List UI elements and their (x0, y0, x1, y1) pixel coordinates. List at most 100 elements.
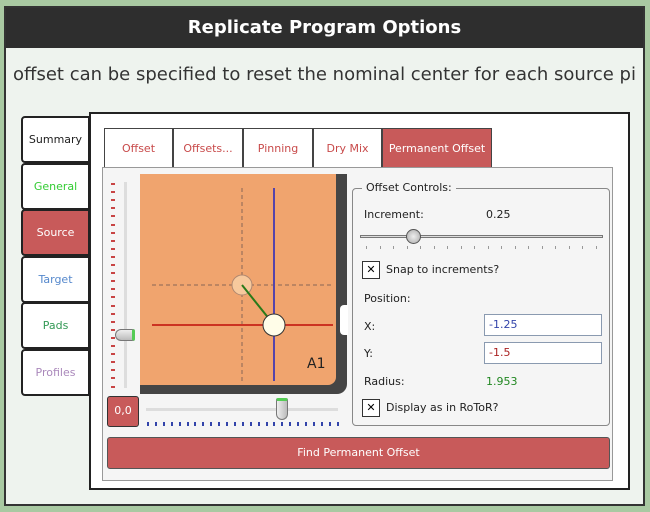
slider-tick (111, 223, 115, 226)
increment-value: 0.25 (486, 208, 511, 221)
x-label: X: (364, 320, 376, 333)
vertical-slider-thumb[interactable] (115, 329, 135, 341)
offset-controls-group (352, 188, 610, 426)
increment-label: Increment: (364, 208, 424, 221)
side-tab-profiles[interactable]: Profiles (21, 348, 90, 396)
slider-tick (111, 183, 115, 185)
slider-tick (111, 191, 115, 194)
side-tab-pads[interactable]: Pads (21, 302, 90, 349)
slider-tick (111, 312, 115, 315)
slider-tick (241, 422, 244, 426)
rotor-label: Display as in RoToR? (386, 401, 499, 414)
slider-tick (249, 422, 252, 426)
slider-tick (111, 385, 115, 388)
slider-tick (111, 288, 115, 291)
y-label: Y: (364, 347, 373, 360)
horizontal-slider-thumb[interactable] (276, 398, 288, 420)
slider-tick (210, 422, 213, 426)
slider-tick (474, 246, 475, 249)
slider-tick (328, 422, 331, 426)
tab-offsets[interactable]: Offsets... (173, 128, 243, 168)
slider-tick (379, 246, 381, 249)
slider-tick (460, 246, 462, 249)
slider-tick (420, 246, 421, 249)
slider-tick (226, 422, 228, 426)
slider-tick (186, 422, 189, 426)
radius-label: Radius: (364, 375, 405, 388)
window-title: Replicate Program Options (6, 8, 643, 48)
y-input[interactable]: -1.5 (484, 342, 602, 364)
slider-tick (111, 336, 115, 339)
slider-tick (154, 422, 157, 426)
slider-tick (194, 422, 197, 426)
horizontal-slider-track[interactable] (146, 408, 338, 411)
slider-tick (393, 246, 394, 249)
slider-tick (202, 422, 205, 426)
slider-tick (233, 422, 236, 426)
x-input[interactable]: -1.25 (484, 314, 602, 336)
tab-dry-mix[interactable]: Dry Mix (313, 128, 382, 168)
slider-tick (111, 272, 115, 275)
slider-tick (312, 422, 315, 426)
slider-tick (582, 246, 583, 249)
slider-tick (320, 422, 323, 426)
slider-tick (111, 207, 115, 210)
slider-tick (336, 422, 339, 426)
slider-tick (111, 247, 115, 250)
radius-value: 1.953 (486, 375, 518, 388)
slider-tick (501, 246, 502, 249)
slider-tick (281, 422, 284, 426)
slider-tick (366, 246, 367, 249)
tab-pinning[interactable]: Pinning (243, 128, 313, 168)
tab-offset[interactable]: Offset (104, 128, 173, 168)
well-label: A1 (307, 356, 326, 372)
slider-tick (170, 422, 173, 426)
slider-tick (178, 422, 181, 426)
slider-tick (162, 422, 165, 426)
slider-tick (406, 246, 408, 249)
slider-tick (447, 246, 448, 249)
slider-tick (111, 353, 115, 356)
snap-checkbox[interactable]: ✕ (362, 261, 380, 279)
increment-slider-thumb[interactable] (406, 229, 421, 244)
slider-tick (568, 246, 570, 249)
slider-tick (111, 320, 115, 323)
slider-tick (595, 246, 597, 249)
reset-origin-button[interactable]: 0,0 (107, 396, 139, 427)
slider-tick (111, 345, 115, 347)
plate-notch (340, 305, 348, 335)
slider-tick (111, 328, 115, 331)
position-label: Position: (364, 292, 411, 305)
vertical-slider-track[interactable] (124, 182, 127, 388)
slider-tick (147, 422, 149, 426)
slider-tick (111, 231, 115, 234)
slider-tick (111, 264, 115, 266)
slider-tick (111, 215, 115, 218)
slider-tick (297, 422, 300, 426)
snap-label: Snap to increments? (386, 263, 500, 276)
slider-tick (111, 255, 115, 258)
slider-tick (111, 361, 115, 364)
slider-tick (111, 369, 115, 372)
slider-tick (111, 280, 115, 283)
slider-tick (541, 246, 543, 249)
slider-tick (305, 422, 307, 426)
side-tab-summary[interactable]: Summary (21, 116, 90, 163)
slider-tick (555, 246, 556, 249)
slider-tick (111, 377, 115, 380)
slider-tick (265, 422, 268, 426)
slider-tick (289, 422, 292, 426)
find-permanent-offset-button[interactable]: Find Permanent Offset (107, 437, 610, 469)
tab-permanent-offset[interactable]: Permanent Offset (382, 128, 492, 168)
slider-tick (111, 199, 115, 202)
slider-tick (487, 246, 489, 249)
slider-tick (514, 246, 516, 249)
increment-slider-track[interactable] (360, 235, 603, 238)
slider-tick (528, 246, 529, 249)
slider-tick (111, 304, 115, 307)
side-tab-target[interactable]: Target (21, 255, 90, 303)
slider-tick (273, 422, 276, 426)
rotor-checkbox[interactable]: ✕ (362, 399, 380, 417)
slider-tick (257, 422, 260, 426)
